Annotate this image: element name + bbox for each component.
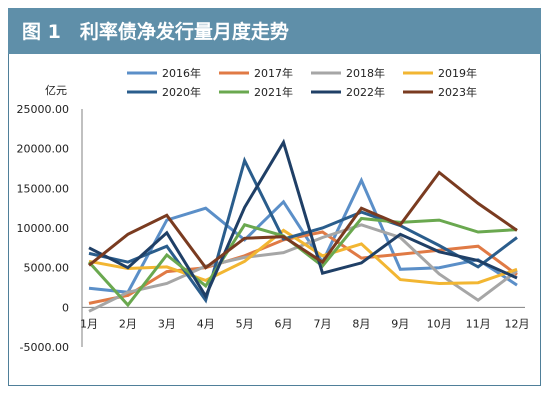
x-tick-label: 3月 [158, 317, 176, 330]
series-line [88, 170, 518, 270]
legend-label: 2020年 [162, 85, 201, 99]
legend-item: 2023年 [403, 85, 477, 99]
legend-label: 2023年 [438, 85, 477, 99]
series-line [88, 176, 518, 294]
series-line [88, 156, 518, 304]
x-tick-label: 11月 [466, 317, 491, 330]
x-tick-label: 9月 [391, 317, 409, 330]
chart-panel: 2016年 2017年 2018年 2019年 2020年 2021年 2022年 2023年… [8, 54, 541, 386]
line-chart: 2016年 2017年 2018年 2019年 2020年 2021年 2022年 2023年… [17, 66, 530, 354]
y-tick-label: 10000.00 [17, 222, 70, 235]
legend-item: 2018年 [311, 66, 385, 80]
y-tick-label: 25000.00 [17, 103, 70, 116]
chart-series [87, 138, 518, 313]
x-axis: 1月 2月 3月 4月 5月 6月 7月 8月 9月 10月 11月 12月 [80, 306, 530, 330]
legend-label: 2018年 [346, 66, 385, 80]
legend-label: 2021年 [254, 85, 293, 99]
chart-legend: 2016年 2017年 2018年 2019年 2020年 2021年 2022年 2023年 [127, 66, 477, 99]
legend-item: 2019年 [403, 66, 477, 80]
legend-label: 2017年 [254, 66, 293, 80]
figure-title: 图 1 利率债净发行量月度走势 [22, 21, 289, 43]
x-tick-label: 4月 [197, 317, 215, 330]
x-tick-label: 5月 [236, 317, 254, 330]
legend-label: 2016年 [162, 66, 201, 80]
legend-label: 2019年 [438, 66, 477, 80]
y-tick-label: 0 [62, 301, 69, 314]
x-tick-label: 2月 [119, 317, 137, 330]
legend-item: 2021年 [219, 85, 293, 99]
legend-item: 2017年 [219, 66, 293, 80]
y-tick-label: 15000.00 [17, 182, 70, 195]
x-tick-label: 1月 [80, 317, 98, 330]
legend-item: 2020年 [127, 85, 201, 99]
x-tick-label: 7月 [313, 317, 331, 330]
x-tick-label: 6月 [275, 317, 293, 330]
y-axis: -5000.00 0 5000.00 10000.00 15000.00 20000.00… [17, 103, 83, 354]
series-line [88, 138, 518, 300]
x-tick-label: 10月 [427, 317, 452, 330]
y-unit-label: 亿元 [45, 84, 67, 97]
series-line [88, 228, 518, 286]
y-tick-label: 20000.00 [17, 143, 70, 156]
legend-item: 2016年 [127, 66, 201, 80]
x-tick-label: 12月 [505, 317, 530, 330]
x-tick-label: 8月 [352, 317, 370, 330]
legend-item: 2022年 [311, 85, 385, 99]
figure-header: 图 1 利率债净发行量月度走势 [8, 8, 541, 54]
series-line [88, 223, 518, 313]
y-tick-label: 5000.00 [24, 262, 70, 275]
y-tick-label: -5000.00 [20, 341, 69, 354]
legend-label: 2022年 [346, 85, 385, 99]
